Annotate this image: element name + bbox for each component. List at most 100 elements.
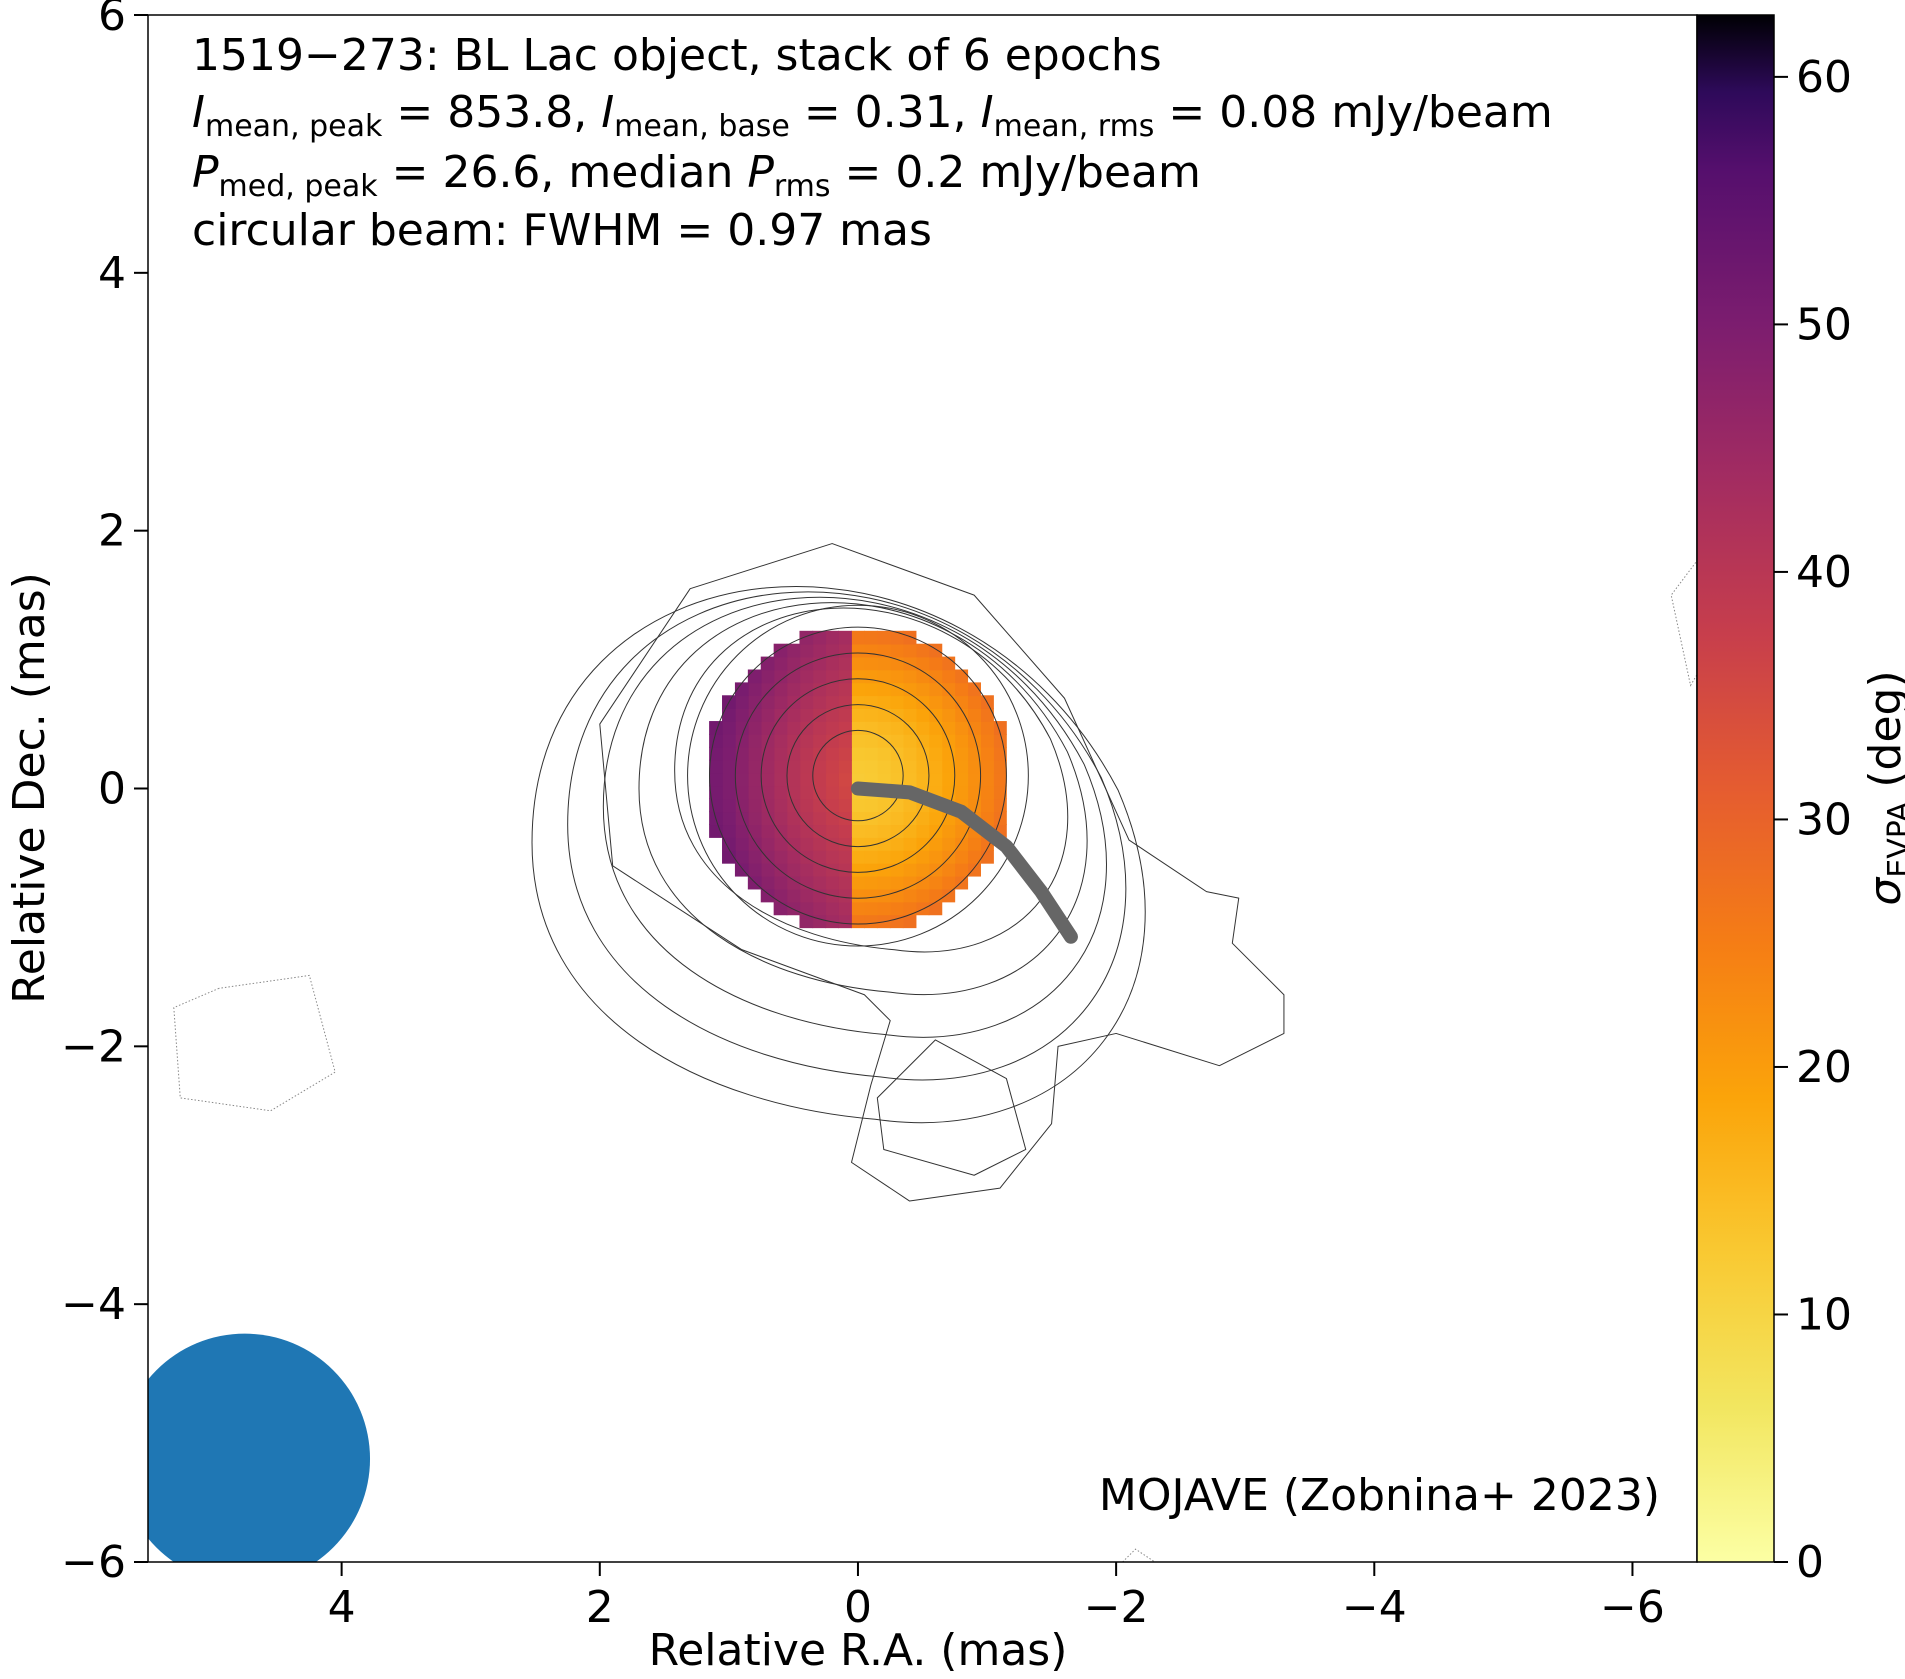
evpa-pixel [734, 759, 749, 774]
evpa-pixel [747, 772, 762, 787]
negative-contour [1121, 1548, 1156, 1562]
evpa-pixel [773, 772, 788, 787]
evpa-pixel [902, 695, 917, 709]
evpa-pixel [812, 759, 827, 774]
evpa-pixel [915, 643, 930, 658]
evpa-pixel [902, 772, 917, 787]
evpa-pixel [825, 772, 839, 787]
evpa-pixel [889, 798, 904, 813]
evpa-pixel [928, 888, 943, 903]
evpa-pixel [889, 862, 904, 877]
evpa-pixel [812, 656, 827, 671]
evpa-pixel [709, 721, 723, 735]
evpa-pixel [864, 798, 878, 813]
intensity-stats: Imean, peak = 853.8, Imean, base = 0.31,… [192, 87, 1553, 144]
evpa-pixel [722, 837, 736, 851]
evpa-pixel [799, 733, 814, 748]
evpa-pixel [709, 746, 723, 761]
evpa-pixel [825, 849, 839, 864]
evpa-pixel [838, 746, 852, 761]
evpa-pixel [941, 849, 956, 864]
evpa-pixel [876, 798, 891, 813]
evpa-pixel [902, 708, 917, 722]
evpa-pixel [864, 746, 878, 761]
evpa-pixel [980, 708, 994, 722]
evpa-pixel [967, 708, 981, 722]
evpa-pixel [773, 708, 788, 722]
evpa-pixel [993, 759, 1007, 774]
contour-level [786, 704, 930, 848]
evpa-pixel [980, 733, 994, 748]
evpa-pixel [876, 721, 891, 735]
evpa-pixel [993, 785, 1007, 800]
evpa-pixel [760, 888, 775, 903]
evpa-pixel [851, 630, 865, 645]
evpa-pixel [851, 837, 865, 851]
evpa-pixel [709, 759, 723, 774]
evpa-pixel [786, 759, 801, 774]
evpa-pixel [760, 682, 775, 697]
evpa-pixel [838, 630, 852, 645]
evpa-pixel [915, 849, 930, 864]
evpa-pixel [967, 772, 981, 787]
evpa-pixel [980, 759, 994, 774]
evpa-pixel [954, 824, 969, 838]
evpa-pixel [967, 721, 981, 735]
evpa-pixel [851, 746, 865, 761]
evpa-pixel [864, 630, 878, 645]
evpa-pixel [954, 721, 969, 735]
evpa-pixel [812, 914, 827, 929]
evpa-pixel [993, 746, 1007, 761]
evpa-pixel [889, 811, 904, 826]
evpa-pixel [864, 669, 878, 684]
evpa-pixel [812, 798, 827, 813]
evpa-pixel [954, 862, 969, 877]
evpa-pixel [889, 669, 904, 684]
evpa-pixel [825, 901, 839, 916]
evpa-pixel [825, 914, 839, 929]
source-title: 1519−273: BL Lac object, stack of 6 epoc… [192, 30, 1162, 81]
evpa-pixel [864, 811, 878, 826]
evpa-pixel-map [709, 630, 1007, 929]
x-tick-label: −6 [1600, 1582, 1665, 1633]
evpa-pixel [760, 875, 775, 890]
evpa-pixel [799, 643, 814, 658]
evpa-pixel [838, 862, 852, 877]
evpa-pixel [889, 721, 904, 735]
colorbar-label: σEVPA (deg) [1860, 670, 1905, 905]
evpa-pixel [747, 785, 762, 800]
evpa-pixel [760, 862, 775, 877]
evpa-pixel [734, 721, 749, 735]
evpa-pixel [773, 733, 788, 748]
evpa-pixel [889, 643, 904, 658]
evpa-pixel [760, 721, 775, 735]
evpa-pixel [709, 798, 723, 813]
evpa-pixel [954, 785, 969, 800]
evpa-pixel [954, 708, 969, 722]
contour-outer [599, 543, 1285, 1202]
y-tick-label: 4 [98, 248, 126, 299]
evpa-pixel [941, 695, 956, 709]
evpa-pixel [876, 669, 891, 684]
evpa-pixel [851, 643, 865, 658]
evpa-pixel [902, 746, 917, 761]
evpa-pixel [851, 669, 865, 684]
evpa-pixel [825, 669, 839, 684]
evpa-pixel [799, 759, 814, 774]
evpa-pixel [902, 656, 917, 671]
evpa-pixel [915, 875, 930, 890]
evpa-pixel [812, 824, 827, 838]
evpa-pixel [812, 811, 827, 826]
evpa-pixel [812, 669, 827, 684]
evpa-pixel [825, 811, 839, 826]
evpa-pixel [734, 824, 749, 838]
evpa-pixel [734, 811, 749, 826]
evpa-pixel [876, 824, 891, 838]
plot-area [148, 543, 1697, 1562]
evpa-pixel [825, 862, 839, 877]
evpa-pixel [838, 914, 852, 929]
evpa-pixel [760, 785, 775, 800]
evpa-pixel [902, 630, 917, 645]
evpa-pixel [747, 811, 762, 826]
evpa-pixel [902, 643, 917, 658]
